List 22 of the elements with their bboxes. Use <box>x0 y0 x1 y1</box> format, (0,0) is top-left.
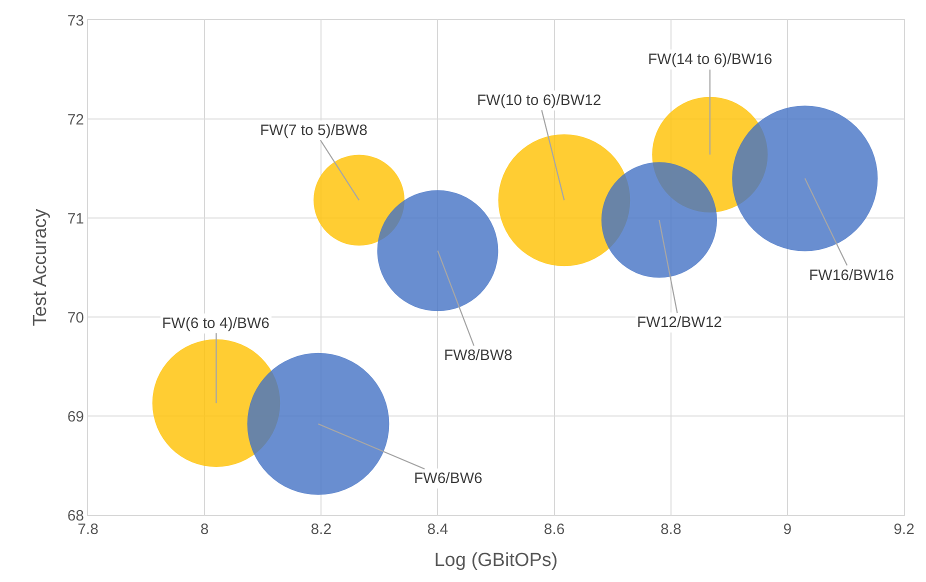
annotation: FW6/BW6 <box>414 470 482 487</box>
x-tick-label: 9.2 <box>894 521 914 538</box>
x-tick-label: 8.4 <box>427 521 448 538</box>
annotation: FW(7 to 5)/BW8 <box>260 122 368 139</box>
y-axis-title: Test Accuracy <box>30 208 52 326</box>
x-tick-label: 9 <box>783 521 792 538</box>
y-tick-label: 72 <box>67 111 84 128</box>
annotation: FW8/BW8 <box>444 347 512 364</box>
x-axis-title: Log (GBitOPs) <box>434 550 558 571</box>
x-tick-label: 8.2 <box>310 521 332 538</box>
annotation: FW(14 to 6)/BW16 <box>648 51 772 68</box>
y-tick-label: 71 <box>67 210 84 228</box>
annotation: FW(6 to 4)/BW6 <box>162 315 270 332</box>
annotation: FW16/BW16 <box>809 267 894 284</box>
x-tick-label: 8.8 <box>660 521 682 538</box>
y-tick-label: 70 <box>67 309 84 326</box>
x-tick-label: 8 <box>200 521 209 538</box>
y-tick-label: 69 <box>67 408 84 426</box>
y-tick-label: 73 <box>67 12 84 30</box>
x-tick-label: 8.6 <box>544 521 565 538</box>
annotation: FW12/BW12 <box>637 314 722 331</box>
annotation: FW(10 to 6)/BW12 <box>477 92 602 109</box>
